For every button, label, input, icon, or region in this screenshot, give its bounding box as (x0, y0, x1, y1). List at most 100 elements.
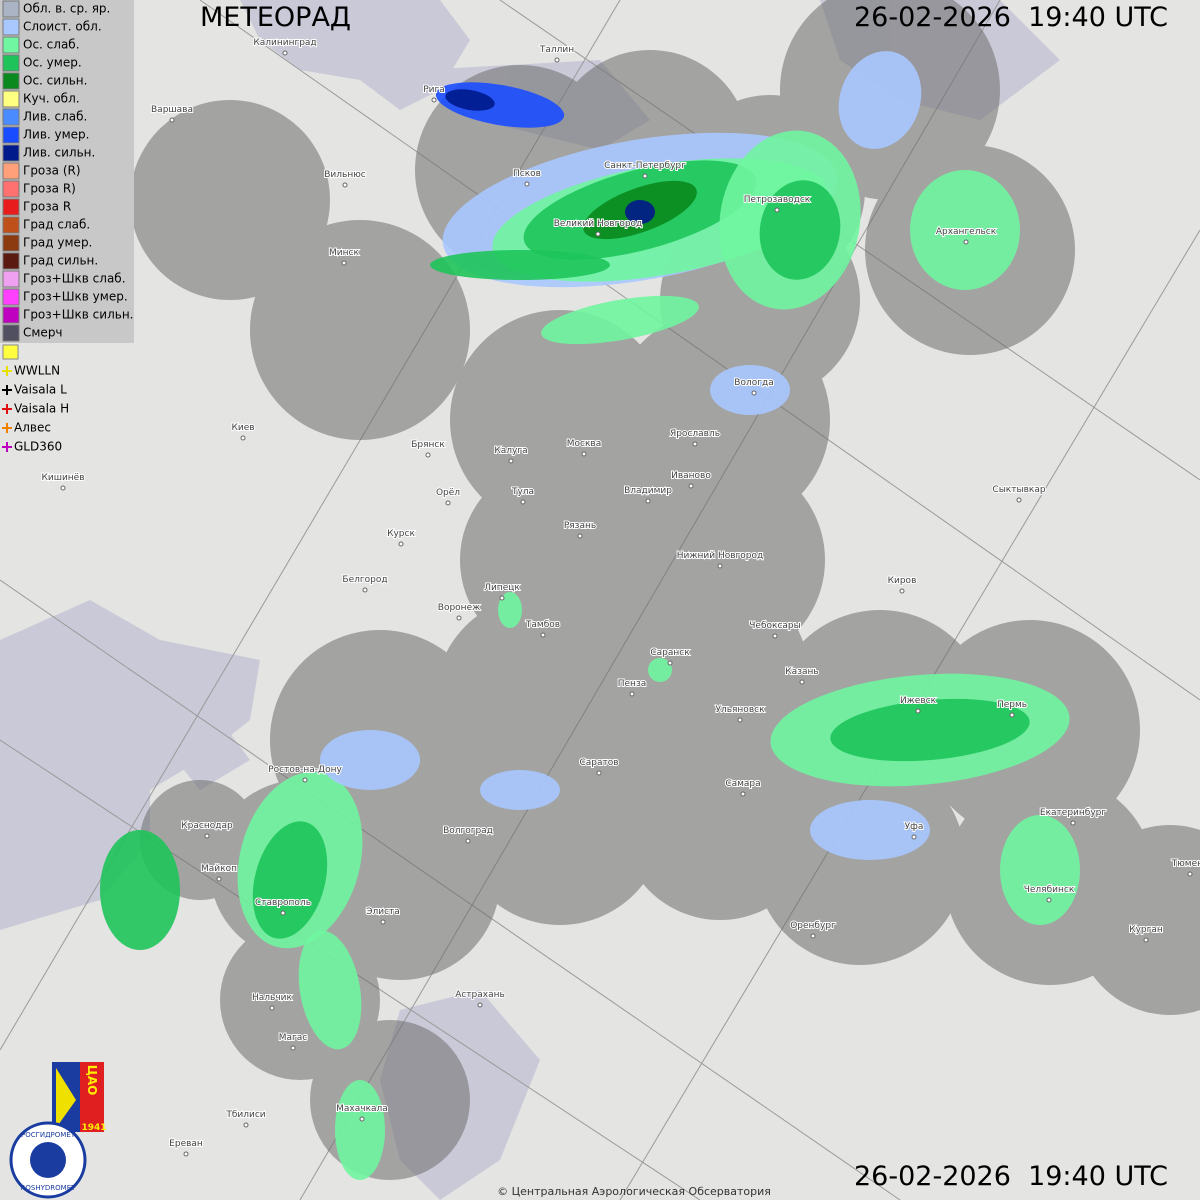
city-dot (359, 1116, 365, 1122)
legend-label: Град слаб. (23, 218, 90, 232)
city-dot (751, 390, 757, 396)
city-dot (772, 633, 778, 639)
precip-area (1000, 815, 1080, 925)
black-sea (0, 600, 260, 930)
legend-swatch (2, 270, 20, 288)
city-label: Чебоксары (749, 621, 800, 631)
lightning-symbol (2, 442, 12, 452)
legend-label: Град сильн. (23, 254, 98, 268)
city-dot (425, 452, 431, 458)
city-dot (963, 239, 969, 245)
city-dot (269, 1005, 275, 1011)
city-dot (302, 777, 308, 783)
city-label: Ярославль (670, 429, 720, 439)
city-label: Ставрополь (255, 898, 311, 908)
city-dot (667, 660, 673, 666)
legend: Обл. в. ср. яр. Слоист. обл. Ос. слаб. Ос. … (0, 0, 134, 454)
legend-label: Лив. умер. (23, 128, 90, 142)
city-label: Липецк (484, 583, 520, 593)
city-dot (380, 919, 386, 925)
city-label: Рязань (564, 521, 596, 531)
city-label: Калуга (494, 446, 527, 456)
legend-label: Гроза (R) (23, 164, 81, 178)
city-label: Майкоп (201, 864, 237, 874)
city-dot (596, 770, 602, 776)
city-dot (280, 910, 286, 916)
baltic-sea (240, 0, 470, 110)
precip-area (810, 800, 930, 860)
city-dot (577, 533, 583, 539)
lightning-label: Алвес (14, 421, 51, 435)
city-dot (282, 50, 288, 56)
precip-area (710, 365, 790, 415)
city-label: Ижевск (900, 696, 937, 706)
city-dot (911, 834, 917, 840)
legend-label: Гроз+Шкв умер. (23, 290, 128, 304)
precip-area (625, 200, 655, 224)
legend-label: Град умер. (23, 236, 92, 250)
logo-year: 1941 (81, 1123, 106, 1133)
city-dot (341, 260, 347, 266)
radar-circle (1075, 825, 1200, 1015)
city-dot (737, 717, 743, 723)
radar-circle (250, 220, 470, 440)
city-dot (465, 838, 471, 844)
legend-swatch (2, 180, 20, 198)
city-label: Саратов (579, 758, 618, 768)
city-label: Элиста (366, 907, 400, 917)
legend-label: Лив. сильн. (23, 146, 95, 160)
city-label: Белгород (342, 575, 387, 585)
timestamp: 26-02-2026 19:40 UTC (854, 2, 1168, 33)
legend-label: Обл. в. ср. яр. (23, 2, 110, 16)
legend-swatch (2, 144, 20, 162)
logo-en: ROSHYDROMET (21, 1184, 77, 1192)
city-label: Вильнюс (324, 170, 366, 180)
precip-area (445, 89, 495, 111)
city-dot (629, 691, 635, 697)
legend-swatch (2, 90, 20, 108)
city-dot (445, 500, 451, 506)
lightning-label: GLD360 (14, 440, 62, 454)
city-dot (899, 588, 905, 594)
city-label: Нижний Новгород (677, 551, 763, 561)
cities: Калининград Таллин Рига Варшава Вильнюс Псков… (40, 37, 1200, 1157)
precip-area (838, 51, 922, 149)
radar-circle (130, 100, 330, 300)
legend-swatch (2, 36, 20, 54)
precip-area (541, 295, 699, 345)
city-label: Астрахань (455, 990, 505, 1000)
city-label: Ереван (169, 1139, 203, 1149)
city-dot (1187, 871, 1193, 877)
legend-label: Лив. слаб. (23, 110, 87, 124)
city-label: Казань (785, 667, 818, 677)
city-dot (240, 435, 246, 441)
city-label: Архангельск (936, 227, 997, 237)
city-label: Оренбург (790, 921, 836, 931)
logo-cao: ЦАО (85, 1065, 99, 1096)
precip-area (252, 821, 328, 939)
legend-label: Ос. сильн. (23, 74, 87, 88)
legend-swatch (2, 108, 20, 126)
radar-circle (450, 310, 670, 530)
precip-area (298, 930, 362, 1050)
city-label: Тюмень (1171, 859, 1200, 869)
city-label: Сыктывкар (992, 485, 1045, 495)
city-dot (398, 541, 404, 547)
city-label: Великий Новгород (554, 219, 643, 229)
city-label: Махачкала (336, 1104, 388, 1114)
lightning-flag-icon (2, 344, 19, 360)
precip-area (100, 830, 180, 950)
logo-emblem-core (30, 1142, 66, 1178)
lightning-label: Vaisala H (14, 402, 69, 416)
legend-swatch (2, 162, 20, 180)
city-dot (1070, 820, 1076, 826)
city-dot (915, 708, 921, 714)
city-label: Орёл (436, 488, 460, 498)
city-dot (169, 117, 175, 123)
precipitation (100, 51, 1080, 1180)
city-label: Вологда (734, 378, 773, 388)
copyright: © Центральная Аэрологическая Обсерватори… (497, 1185, 771, 1198)
legend-label: Ос. слаб. (23, 38, 80, 52)
logo-flag-yellow (56, 1068, 76, 1128)
city-label: Челябинск (1024, 885, 1075, 895)
